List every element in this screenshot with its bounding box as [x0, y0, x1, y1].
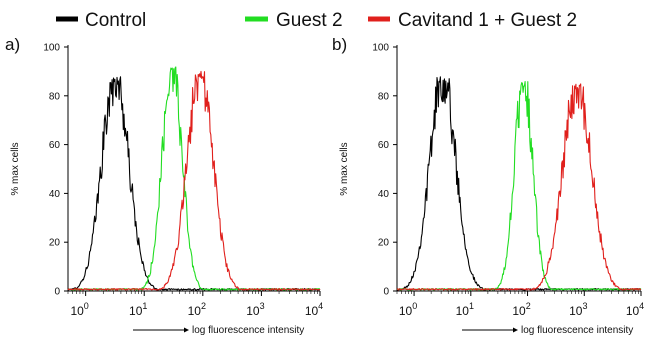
- x-tick-label: 102: [188, 301, 206, 318]
- x-axis-arrowhead: [513, 327, 518, 333]
- legend: Control Guest 2 Cavitand 1 + Guest 2: [56, 10, 577, 31]
- x-tick-label: 103: [246, 301, 264, 318]
- x-tick-label: 102: [512, 301, 530, 318]
- y-tick-label: 0: [383, 287, 389, 298]
- x-axis-arrowhead: [184, 327, 189, 333]
- y-tick-label: 100: [372, 43, 389, 54]
- x-tick-label: 100: [399, 301, 417, 318]
- x-tick-label: 104: [626, 301, 644, 318]
- y-tick-label: 40: [49, 189, 61, 200]
- y-tick-label: 80: [49, 91, 61, 102]
- x-axis-label: log fluorescence intensity: [192, 325, 304, 336]
- y-axis-label: % max cells: [339, 142, 350, 195]
- panel-label: b): [332, 35, 347, 54]
- legend-label-3: Cavitand 1 + Guest 2: [398, 10, 577, 31]
- x-tick-label: 104: [305, 301, 323, 318]
- y-tick-label: 40: [378, 189, 390, 200]
- y-tick-label: 0: [54, 287, 60, 298]
- y-tick-label: 80: [378, 91, 390, 102]
- panel-b: b) 0 20 40 60 80 100 100 101 102 103 104 log fluores…: [332, 35, 644, 336]
- series-line-cavitand-1-guest-2: [396, 83, 642, 291]
- y-tick-label: 20: [378, 238, 390, 249]
- y-tick-label: 60: [378, 140, 390, 151]
- series-line-cavitand-1-guest-2: [67, 70, 321, 291]
- x-tick-label: 103: [569, 301, 587, 318]
- y-axis-label: % max cells: [10, 142, 21, 195]
- y-tick-label: 20: [49, 238, 61, 249]
- panel-label: a): [5, 35, 20, 54]
- x-tick-label: 101: [129, 301, 147, 318]
- x-tick-label: 101: [456, 301, 474, 318]
- x-axis-label: log fluorescence intensity: [521, 325, 633, 336]
- series-line-control: [67, 76, 321, 291]
- legend-label-2: Guest 2: [276, 10, 343, 31]
- y-tick-label: 60: [49, 140, 61, 151]
- legend-label-1: Control: [85, 10, 146, 31]
- x-tick-label: 100: [70, 301, 88, 318]
- y-tick-label: 100: [43, 43, 60, 54]
